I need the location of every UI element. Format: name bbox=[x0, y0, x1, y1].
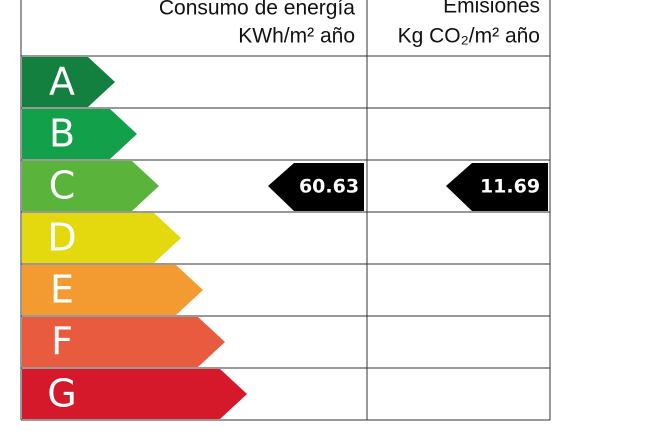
grade-arrow bbox=[22, 161, 159, 211]
grade-letter: F bbox=[51, 320, 73, 364]
value-label: 11.69 bbox=[480, 176, 540, 198]
grade-arrow bbox=[22, 57, 115, 107]
emissions-units: Kg CO₂/m² año bbox=[398, 25, 540, 48]
grade-arrow bbox=[22, 265, 203, 315]
grade-letter: E bbox=[50, 268, 74, 312]
grade-letter: G bbox=[47, 372, 76, 416]
value-arrow bbox=[446, 163, 548, 211]
value-label: 60.63 bbox=[299, 176, 359, 198]
grade-arrow bbox=[22, 213, 181, 263]
grade-letter: A bbox=[49, 60, 75, 104]
emissions-title: Emisiones bbox=[443, 0, 540, 18]
grade-arrow bbox=[22, 369, 247, 419]
energy-units: KWh/m² año bbox=[238, 25, 355, 48]
grade-letter: C bbox=[49, 164, 76, 208]
grade-letter: B bbox=[49, 112, 75, 156]
value-arrow bbox=[268, 163, 364, 211]
grade-arrow bbox=[22, 109, 137, 159]
grade-letter: D bbox=[47, 216, 76, 260]
energy-title: Consumo de energía bbox=[159, 0, 355, 20]
grade-arrow bbox=[22, 317, 225, 367]
